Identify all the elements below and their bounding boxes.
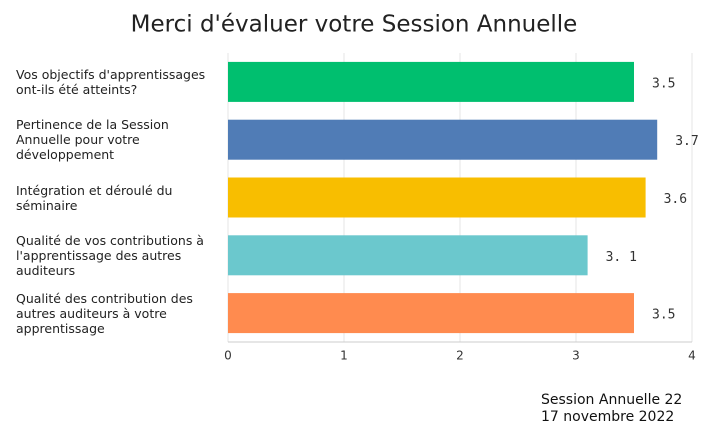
x-tick-label: 2	[456, 349, 464, 363]
x-tick-label: 4	[688, 349, 696, 363]
y-tick-label: Intégration et déroulé du séminaire	[16, 182, 173, 213]
bar	[228, 235, 588, 276]
y-tick-label: Qualité des contribution des autres audi…	[16, 290, 193, 336]
bar	[228, 177, 646, 218]
x-tick-label: 3	[572, 349, 580, 363]
y-tick-label: Pertinence de la Session Annuelle pour v…	[16, 117, 169, 163]
value-label: 3.5	[652, 308, 675, 323]
value-label: 3. 1	[606, 250, 637, 265]
y-tick-label: Qualité de vos contributions à l'apprent…	[16, 232, 204, 278]
x-tick-label: 1	[340, 349, 348, 363]
chart-title: Merci d'évaluer votre Session Annuelle	[131, 12, 578, 38]
x-tick-label: 0	[224, 349, 232, 363]
bar	[228, 61, 634, 102]
footnote: Session Annuelle 22	[541, 392, 683, 408]
bar	[228, 119, 658, 160]
value-label: 3.5	[652, 76, 675, 91]
bar	[228, 293, 634, 334]
footnote: 17 novembre 2022	[541, 409, 675, 425]
value-label: 3.7	[675, 134, 698, 149]
value-label: 3.6	[664, 192, 687, 207]
y-tick-label: Vos objectifs d'apprentissages ont-ils é…	[16, 66, 206, 97]
